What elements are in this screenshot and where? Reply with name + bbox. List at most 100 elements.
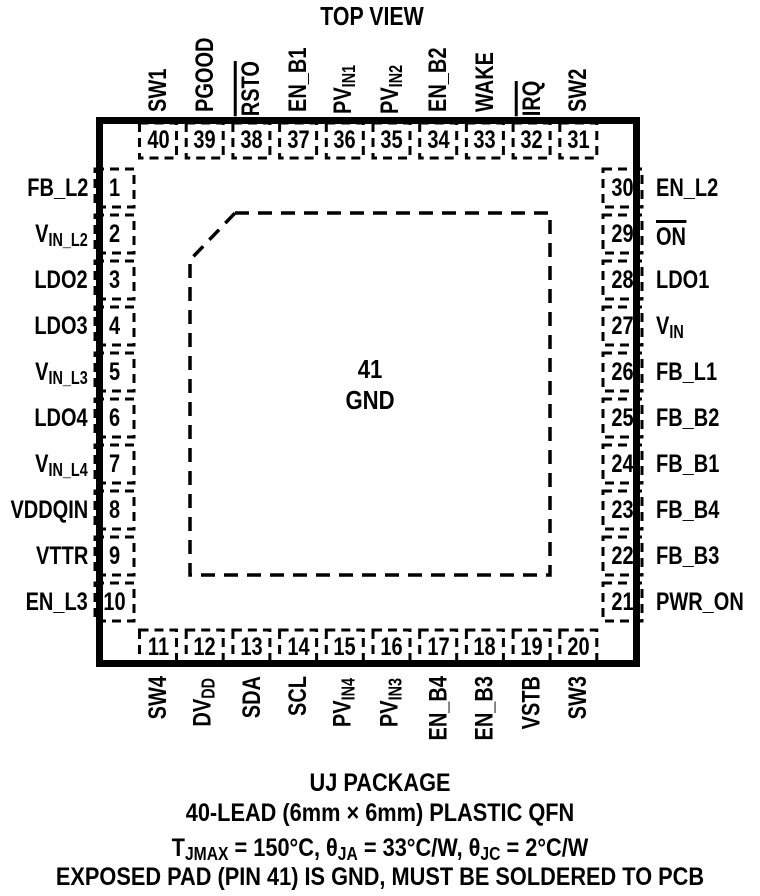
- pin-8-label: VDDQIN: [10, 496, 88, 524]
- pin-5-number: 5: [108, 357, 121, 386]
- pin-11-pad: [138, 628, 178, 667]
- pin-5-label: VIN_L3: [35, 358, 88, 388]
- pin-33-pad: [464, 121, 505, 160]
- pin-23-label: FB_B4: [656, 496, 720, 524]
- pin-13-number: 13: [240, 633, 263, 661]
- pin-11-label: SW4: [144, 676, 172, 720]
- pin-25-number: 25: [611, 403, 634, 432]
- pin-3-number: 3: [108, 265, 121, 294]
- pin-40-number: 40: [146, 126, 170, 154]
- pin-24-label: FB_B1: [656, 450, 720, 478]
- pin-38-number: 38: [240, 126, 263, 154]
- pin-37-label: EN_B1: [284, 47, 313, 113]
- pin-13-pad: [231, 628, 272, 667]
- pin-39-number: 39: [193, 126, 216, 154]
- pin-5-pad: [93, 351, 136, 393]
- pin-12-number: 12: [193, 633, 216, 661]
- pin-30-label: EN_L2: [656, 174, 719, 202]
- pin-30-pad: [601, 167, 644, 209]
- pin-27-pad: [601, 305, 644, 347]
- pin-11-number: 11: [147, 633, 169, 661]
- pin-8-number: 8: [108, 495, 121, 524]
- pin-37-number: 37: [286, 126, 310, 154]
- pin-23-number: 23: [611, 495, 634, 524]
- exposed-pad-text: 41 GND: [217, 354, 523, 416]
- pin-9-label: VTTR: [35, 542, 88, 570]
- pin-21-number: 21: [611, 587, 634, 616]
- pin-6-label: LDO4: [34, 404, 88, 432]
- pin-3-label: LDO2: [34, 266, 88, 294]
- pin-22-number: 22: [611, 541, 634, 570]
- pin-35-number: 35: [380, 126, 403, 154]
- pin-4-pad: [93, 305, 136, 347]
- pin-22-label: FB_B3: [656, 542, 720, 570]
- pad-label: GND: [345, 385, 395, 415]
- pin-22-pad: [601, 535, 644, 577]
- pin-1-label: FB_L2: [26, 174, 88, 202]
- pin-28-pad: [601, 259, 644, 301]
- pin-21-pad: [601, 581, 644, 623]
- pin-17-label: EN_B4: [424, 676, 453, 741]
- footer-thermal-specs: TJMAX = 150°C, θJA = 33°C/W, θJC = 2°C/W: [171, 834, 589, 864]
- pin-2-number: 2: [108, 219, 121, 248]
- pin-29-label: ON: [656, 220, 686, 251]
- pin-29-number: 29: [611, 219, 634, 248]
- pin-15-pad: [324, 628, 365, 667]
- pin-32-label: IRQ: [514, 80, 545, 117]
- pin-24-pad: [601, 443, 644, 485]
- exposed-pad-outline: [188, 211, 552, 577]
- pin-14-pad: [278, 628, 319, 667]
- pin-27-number: 27: [611, 311, 634, 340]
- pin-10-number: 10: [103, 587, 126, 616]
- pin-16-number: 16: [380, 633, 403, 661]
- footer-package-name: UJ PACKAGE: [309, 769, 451, 797]
- pin-2-pad: [93, 213, 136, 255]
- pin-16-pad: [371, 628, 412, 667]
- pin-35-pad: [371, 121, 412, 160]
- pin-18-pad: [464, 628, 505, 667]
- pin-26-label: FB_L1: [656, 358, 718, 386]
- pin-37-pad: [278, 121, 319, 160]
- pin-34-label: EN_B2: [424, 47, 453, 113]
- pin-20-label: SW3: [564, 676, 593, 720]
- pin-9-number: 9: [108, 541, 121, 570]
- pin-6-number: 6: [108, 403, 121, 432]
- pin-40-label: SW1: [144, 68, 172, 112]
- pin-7-pad: [93, 443, 136, 485]
- pin-16-label: PVIN3: [375, 678, 406, 728]
- pin-1-pad: [93, 167, 136, 209]
- pin-39-label: PGOOD: [190, 37, 219, 112]
- pin-13-label: SDA: [237, 676, 266, 719]
- pin-19-pad: [511, 628, 552, 667]
- pin-39-pad: [184, 121, 225, 160]
- pin-19-label: VSTB: [517, 676, 546, 730]
- pin-18-label: EN_B3: [470, 676, 499, 741]
- top-view-title: TOP VIEW: [320, 1, 424, 31]
- pin-10-label: EN_L3: [25, 588, 88, 616]
- pin-12-pad: [184, 628, 225, 667]
- pin-36-label: PVIN1: [328, 64, 359, 114]
- pad-number: 41: [357, 354, 383, 384]
- pin-21-label: PWR_ON: [656, 588, 744, 616]
- pin-32-number: 32: [520, 126, 543, 154]
- pin-28-label: LDO1: [656, 266, 710, 294]
- pin-17-number: 17: [427, 633, 450, 661]
- pin-36-number: 36: [333, 126, 356, 154]
- pin-18-number: 18: [473, 633, 497, 661]
- pin-14-number: 14: [286, 633, 310, 661]
- pin-15-label: PVIN4: [328, 678, 359, 728]
- pin-14-label: SCL: [284, 676, 313, 716]
- pin-34-number: 34: [427, 126, 450, 154]
- pin-4-label: LDO3: [34, 312, 88, 340]
- pin-31-number: 31: [567, 126, 590, 154]
- pin-15-number: 15: [333, 633, 356, 661]
- pin-35-label: PVIN2: [375, 64, 406, 114]
- pin-34-pad: [418, 121, 459, 160]
- pin-36-pad: [324, 121, 365, 160]
- pin-3-pad: [93, 259, 136, 301]
- pin-20-number: 20: [567, 633, 590, 661]
- pin-32-pad: [511, 121, 552, 160]
- pin-4-number: 4: [108, 311, 121, 340]
